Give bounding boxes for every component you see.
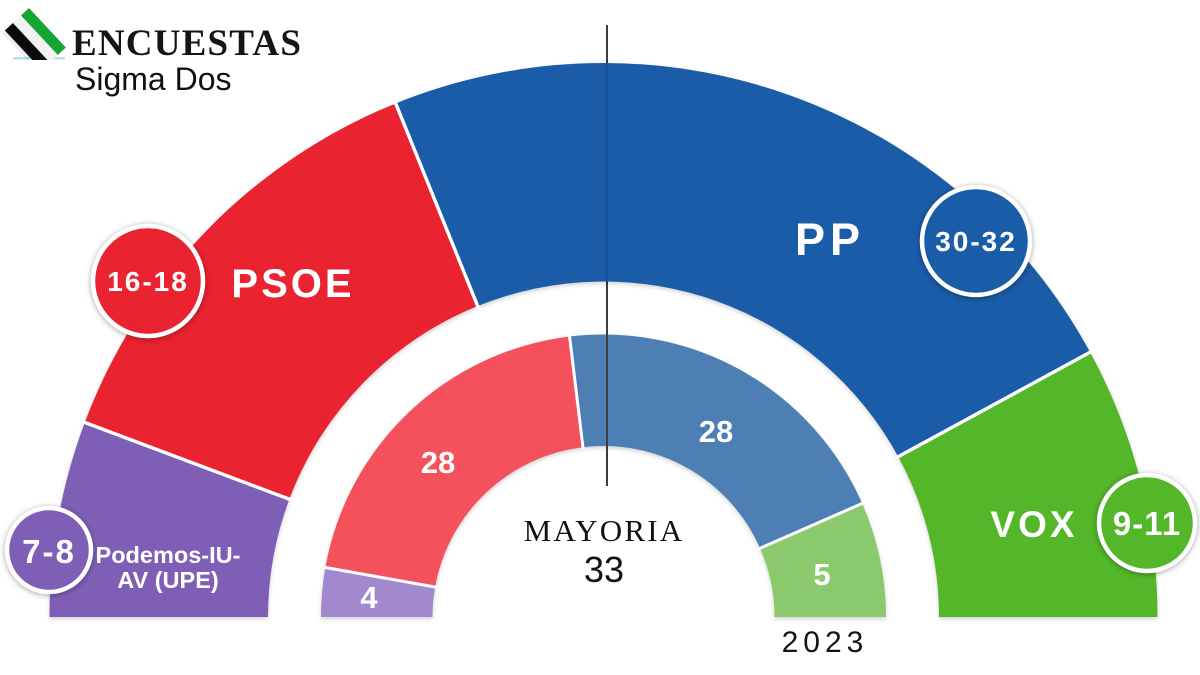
svg-text:ENCUESTAS: ENCUESTAS: [72, 23, 302, 64]
svg-text:4: 4: [360, 580, 378, 615]
svg-text:28: 28: [421, 445, 455, 480]
svg-text:Podemos-IU-: Podemos-IU-: [96, 542, 241, 568]
svg-text:5: 5: [813, 557, 830, 592]
svg-text:7-8: 7-8: [22, 533, 76, 570]
svg-text:PP: PP: [795, 214, 865, 265]
svg-text:2023: 2023: [782, 626, 869, 659]
svg-text:Sigma Dos: Sigma Dos: [75, 61, 232, 97]
svg-text:30-32: 30-32: [935, 226, 1017, 257]
svg-text:28: 28: [699, 414, 733, 449]
svg-text:33: 33: [584, 549, 624, 590]
svg-text:16-18: 16-18: [107, 266, 189, 297]
svg-text:VOX: VOX: [990, 504, 1077, 545]
svg-text:9-11: 9-11: [1113, 505, 1181, 542]
svg-text:MAYORIA: MAYORIA: [524, 513, 685, 548]
svg-text:AV (UPE): AV (UPE): [117, 567, 218, 593]
svg-text:PSOE: PSOE: [231, 262, 354, 306]
